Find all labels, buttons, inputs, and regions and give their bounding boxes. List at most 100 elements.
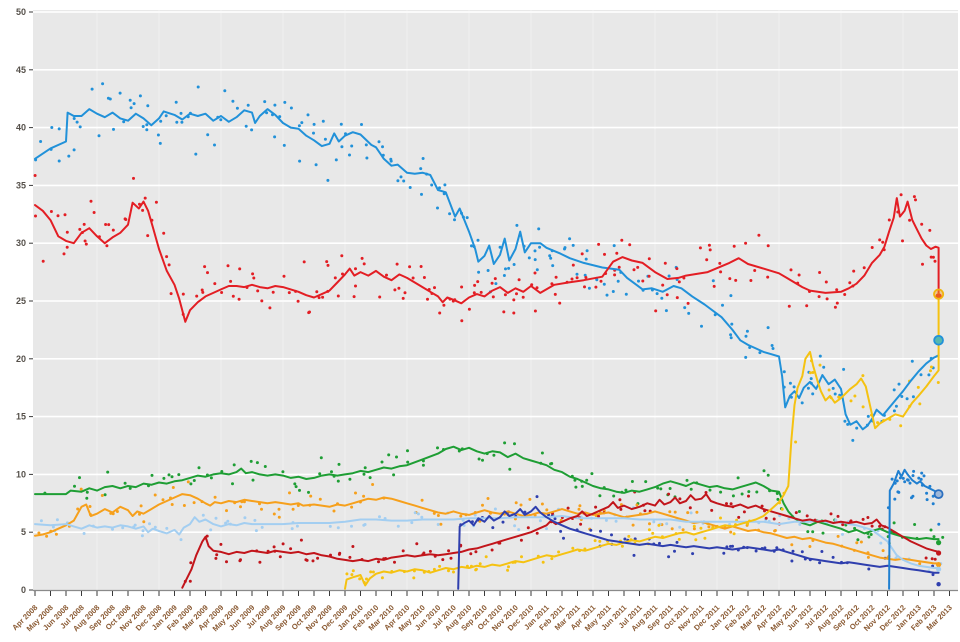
poll-dot bbox=[156, 133, 160, 137]
poll-dot bbox=[659, 487, 663, 491]
poll-dot bbox=[824, 280, 828, 284]
poll-dot bbox=[225, 509, 228, 513]
poll-dot bbox=[470, 244, 473, 248]
poll-dot bbox=[833, 305, 837, 309]
poll-dot bbox=[745, 329, 749, 333]
poll-dot bbox=[243, 516, 247, 520]
poll-dot bbox=[452, 570, 455, 574]
poll-dot bbox=[167, 473, 171, 477]
poll-dot bbox=[447, 569, 450, 573]
poll-dot bbox=[602, 282, 606, 286]
poll-dot bbox=[545, 527, 548, 531]
poll-dot bbox=[65, 230, 69, 234]
poll-dot bbox=[504, 267, 507, 271]
poll-dot bbox=[571, 243, 575, 247]
poll-dot bbox=[521, 295, 525, 299]
poll-dot bbox=[88, 505, 92, 508]
poll-dot bbox=[719, 490, 723, 494]
poll-dot bbox=[273, 135, 277, 139]
poll-dot bbox=[490, 548, 494, 552]
poll-dot bbox=[491, 526, 495, 530]
poll-dot bbox=[411, 276, 415, 280]
poll-dot bbox=[703, 536, 707, 540]
poll-dot bbox=[908, 218, 912, 222]
poll-dot bbox=[316, 556, 320, 560]
poll-dot bbox=[922, 474, 926, 478]
poll-dot bbox=[231, 482, 234, 486]
poll-dot bbox=[158, 141, 162, 145]
poll-dot bbox=[744, 241, 748, 245]
poll-dot bbox=[866, 516, 870, 519]
poll-dot bbox=[503, 441, 507, 445]
poll-dot bbox=[106, 470, 110, 474]
poll-dot bbox=[859, 540, 863, 544]
poll-dot bbox=[583, 273, 587, 277]
poll-dot bbox=[214, 516, 218, 520]
poll-dot bbox=[146, 234, 150, 238]
poll-dot bbox=[811, 392, 815, 396]
poll-dot bbox=[226, 264, 230, 268]
poll-dot bbox=[139, 504, 143, 508]
poll-dot bbox=[665, 522, 669, 526]
poll-dot bbox=[675, 296, 679, 300]
poll-dot bbox=[111, 228, 115, 232]
poll-dot bbox=[892, 409, 896, 413]
poll-dot bbox=[519, 538, 523, 542]
poll-dot bbox=[251, 272, 255, 276]
poll-dot bbox=[232, 463, 236, 467]
poll-dot bbox=[387, 453, 391, 457]
poll-dot bbox=[200, 288, 204, 292]
poll-dot bbox=[140, 534, 144, 538]
poll-dot bbox=[121, 526, 125, 530]
poll-dot bbox=[50, 126, 54, 129]
poll-dot bbox=[747, 494, 750, 498]
poll-dot bbox=[867, 535, 871, 539]
poll-dot bbox=[295, 524, 299, 528]
poll-dot bbox=[472, 291, 476, 295]
poll-dot bbox=[363, 523, 367, 526]
poll-dot bbox=[258, 560, 262, 564]
poll-dot bbox=[350, 573, 354, 577]
poll-dot bbox=[855, 426, 859, 430]
poll-dot bbox=[385, 273, 388, 277]
poll-dot bbox=[179, 111, 183, 115]
poll-dot bbox=[747, 490, 751, 494]
poll-dot bbox=[118, 91, 122, 95]
poll-dot bbox=[123, 217, 127, 221]
poll-dot bbox=[932, 535, 936, 539]
poll-dot bbox=[921, 262, 924, 266]
poll-dot bbox=[273, 103, 277, 107]
poll-dot bbox=[699, 526, 703, 530]
poll-dot bbox=[362, 472, 366, 476]
poll-dot bbox=[929, 369, 932, 373]
poll-dot bbox=[371, 570, 375, 574]
poll-dot bbox=[442, 303, 446, 307]
poll-dot bbox=[277, 515, 281, 519]
poll-dot bbox=[805, 514, 809, 518]
poll-dot bbox=[643, 509, 647, 513]
poll-dot bbox=[612, 494, 616, 498]
poll-dot bbox=[129, 106, 133, 110]
poll-dot bbox=[825, 297, 829, 301]
poll-dot bbox=[174, 100, 178, 104]
poll-dot bbox=[773, 529, 777, 532]
poll-dot bbox=[363, 466, 367, 470]
poll-dot bbox=[268, 306, 272, 310]
poll-dot bbox=[587, 286, 591, 290]
poll-dot bbox=[903, 480, 907, 484]
poll-dot bbox=[861, 405, 865, 409]
poll-dot bbox=[490, 281, 494, 285]
poll-dot bbox=[818, 271, 822, 274]
poll-dot bbox=[632, 553, 636, 557]
poll-dot bbox=[611, 290, 615, 293]
poll-dot bbox=[169, 292, 173, 296]
poll-dot bbox=[916, 385, 920, 389]
poll-dot bbox=[146, 104, 150, 108]
poll-dot bbox=[652, 520, 656, 524]
result-marker-light-blue bbox=[936, 566, 942, 572]
poll-dot bbox=[486, 497, 490, 500]
poll-dot bbox=[369, 570, 373, 574]
poll-dot bbox=[416, 512, 420, 516]
poll-dot bbox=[806, 530, 810, 534]
poll-dot bbox=[535, 531, 539, 535]
